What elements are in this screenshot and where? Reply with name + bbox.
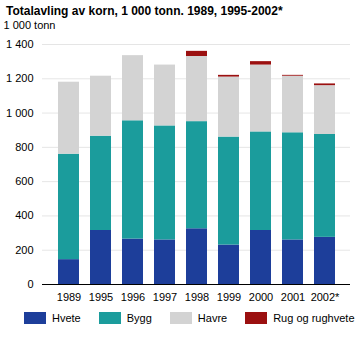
svg-text:1996: 1996 <box>121 291 145 303</box>
html-text:Hvete: Hvete <box>52 312 81 324</box>
svg-text:2000: 2000 <box>249 291 273 303</box>
svg-text:600: 600 <box>15 175 33 187</box>
svg-text:200: 200 <box>15 244 33 256</box>
svg-text:2001: 2001 <box>281 291 305 303</box>
svg-text:0: 0 <box>27 278 33 290</box>
svg-text:1998: 1998 <box>185 291 209 303</box>
svg-text:1 000: 1 000 <box>6 107 34 119</box>
svg-text:1 200: 1 200 <box>6 72 34 84</box>
html-text:Totalavling av korn, 1 000 ton: Totalavling av korn, 1 000 tonn. 1989, 1… <box>6 4 283 18</box>
svg-text:1 400: 1 400 <box>6 38 34 50</box>
html-text:Havre: Havre <box>197 312 228 324</box>
svg-text:1999: 1999 <box>217 291 241 303</box>
svg-text:1997: 1997 <box>153 291 177 303</box>
svg-text:1 000 tonn: 1 000 tonn <box>4 19 56 31</box>
svg-text:2002*: 2002* <box>311 291 340 303</box>
html-text:Bygg: Bygg <box>126 312 152 324</box>
svg-text:1995: 1995 <box>89 291 113 303</box>
html-text:Rug og rughvete: Rug og rughvete <box>273 312 355 324</box>
svg-text:800: 800 <box>15 141 33 153</box>
svg-text:400: 400 <box>15 209 33 221</box>
svg-text:1989: 1989 <box>57 291 81 303</box>
